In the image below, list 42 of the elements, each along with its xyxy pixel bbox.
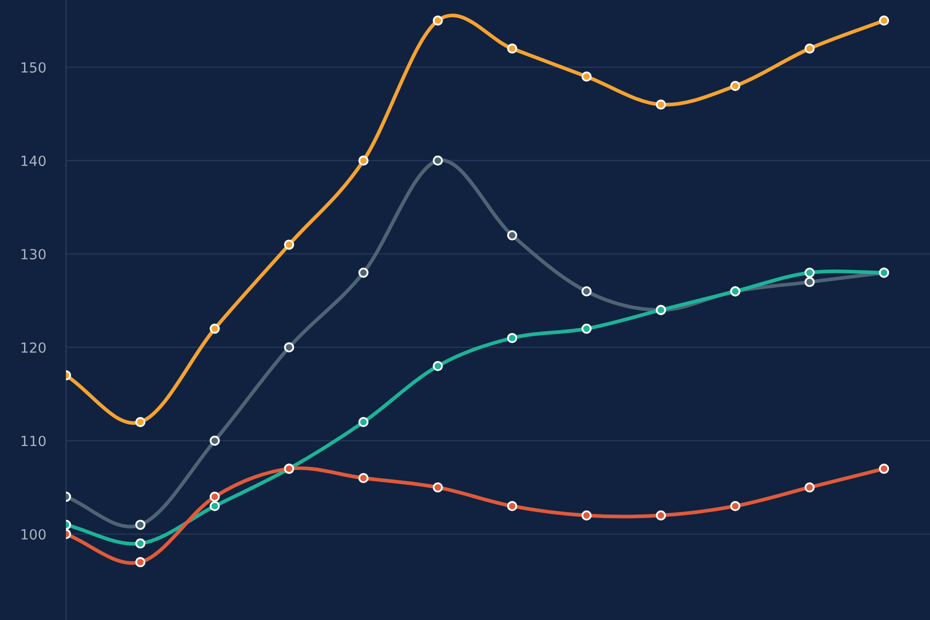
y-tick-label: 130 (22, 248, 46, 260)
point (358, 268, 369, 278)
point (878, 15, 890, 26)
point (656, 100, 666, 110)
point (284, 240, 294, 250)
point (581, 324, 592, 334)
point (432, 15, 443, 26)
point (210, 436, 220, 446)
point (135, 520, 146, 530)
point (358, 473, 369, 484)
point (730, 501, 740, 512)
point (135, 557, 146, 568)
y-tick-label: 140 (22, 156, 46, 166)
y-tick-label: 110 (22, 436, 46, 446)
point (507, 230, 518, 240)
point (135, 416, 146, 428)
point (432, 482, 443, 492)
point (358, 156, 369, 166)
point (730, 80, 740, 91)
y-tick-label: 120 (22, 342, 46, 353)
point (135, 538, 146, 549)
point (210, 492, 220, 502)
point (804, 268, 815, 278)
y-tick-label: 100 (22, 529, 46, 540)
point (432, 360, 443, 372)
point (358, 416, 369, 428)
point (804, 43, 815, 54)
point (581, 510, 592, 520)
point (656, 510, 666, 520)
point (284, 342, 294, 352)
point (507, 332, 518, 344)
point (432, 156, 443, 166)
y-tick-label: 150 (22, 62, 46, 73)
point (507, 501, 518, 512)
point (581, 71, 592, 82)
point (210, 324, 220, 334)
point (804, 482, 815, 492)
point (507, 43, 518, 54)
point (878, 464, 890, 474)
point (210, 501, 220, 512)
point (804, 276, 815, 288)
point (581, 286, 592, 296)
